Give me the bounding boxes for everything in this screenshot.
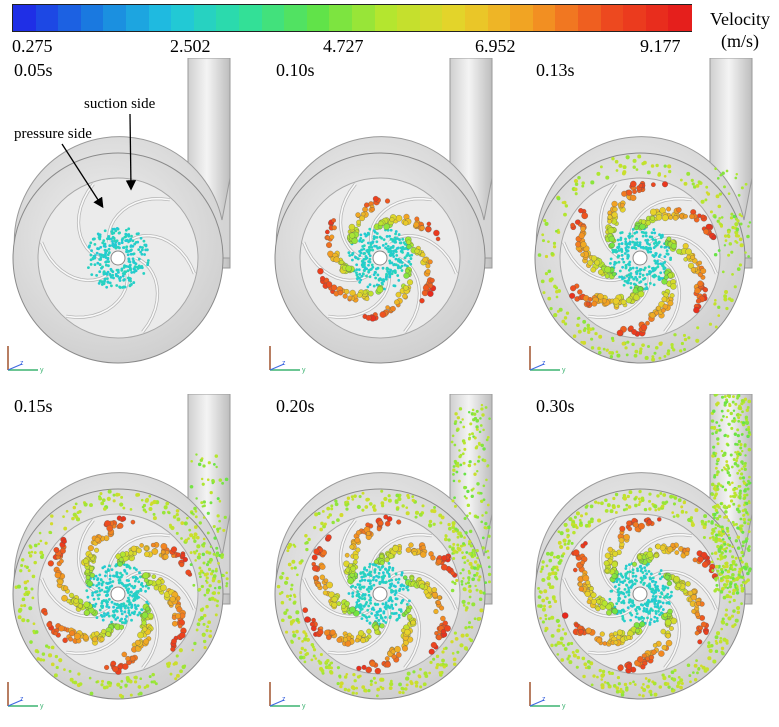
axis-triad-icon: zy [269, 682, 306, 710]
svg-text:y: y [302, 367, 306, 374]
colorbar-segment [374, 5, 399, 31]
colorbar-segment [600, 5, 625, 31]
colorbar-segment [148, 5, 173, 31]
svg-text:y: y [562, 367, 566, 374]
colorbar-segment [623, 5, 648, 31]
colorbar-segment [555, 5, 580, 31]
svg-text:z: z [20, 360, 24, 367]
axis-triad-icon: zy [529, 346, 566, 374]
colorbar-segment [465, 5, 489, 31]
colorbar-tick-max: 9.177 [640, 36, 681, 56]
colorbar-segment [329, 5, 354, 31]
colorbar-segment [419, 5, 444, 31]
svg-text:y: y [40, 703, 44, 710]
time-label: 0.20s [276, 396, 315, 416]
svg-text:z: z [20, 696, 24, 703]
pump-panel: z y 0.10s [262, 58, 517, 378]
pressure-side-label: pressure side [14, 126, 92, 142]
colorbar-segment [80, 5, 105, 31]
pump-geometry: zy [269, 394, 493, 710]
pump-geometry: zy [269, 58, 493, 374]
axis-triad-icon: zy [529, 682, 566, 710]
pump-panel: z y 0.05s [0, 58, 255, 378]
time-label: 0.15s [14, 396, 53, 416]
colorbar-segment [261, 5, 286, 31]
axis-triad-icon: zy [7, 346, 44, 374]
colorbar-tick-3: 4.727 [323, 36, 364, 56]
svg-text:z: z [282, 360, 286, 367]
legend-title-unit: (m/s) [721, 31, 759, 51]
colorbar-tick-2: 2.502 [170, 36, 211, 56]
colorbar-segment [645, 5, 670, 31]
time-label: 0.10s [276, 60, 315, 80]
pressure-arrow [61, 143, 104, 209]
colorbar-segment [35, 5, 60, 31]
colorbar-segment [352, 5, 376, 31]
colorbar-segment [578, 5, 602, 31]
suction-side-label: suction side [84, 96, 156, 112]
axis-triad-icon: zy [269, 346, 306, 374]
pump-panel: z y 0.13s [522, 58, 777, 378]
pump-geometry: zy [529, 394, 753, 710]
time-label: 0.13s [536, 60, 575, 80]
legend-title: Velocity (m/s) [702, 8, 778, 52]
svg-text:y: y [40, 367, 44, 374]
colorbar-segment [216, 5, 241, 31]
legend-title-quantity: Velocity [710, 9, 770, 29]
pump-panel: z y 0.30s [522, 394, 777, 714]
pump-panel: z y 0.15s [0, 394, 255, 714]
colorbar-segment [103, 5, 128, 31]
colorbar-segment [171, 5, 196, 31]
colorbar-segment [397, 5, 422, 31]
time-label: 0.30s [536, 396, 575, 416]
colorbar-segment [239, 5, 263, 31]
colorbar-tick-min: 0.275 [12, 36, 53, 56]
time-label: 0.05s [14, 60, 53, 80]
colorbar-segment [58, 5, 83, 31]
pump-geometry: zy [529, 58, 753, 374]
pump-geometry: zy [7, 58, 231, 374]
pump-panel: z y 0.20s [262, 394, 517, 714]
colorbar-segment [532, 5, 557, 31]
velocity-colorbar [12, 4, 693, 32]
colorbar-segment [126, 5, 150, 31]
colorbar-segment [510, 5, 535, 31]
colorbar-segment [668, 5, 693, 31]
colorbar-segment [284, 5, 309, 31]
colorbar-tick-4: 6.952 [475, 36, 516, 56]
colorbar-segment [13, 5, 37, 31]
svg-text:z: z [542, 360, 546, 367]
colorbar-segment [442, 5, 467, 31]
colorbar-segment [193, 5, 218, 31]
suction-arrow [125, 113, 137, 191]
colorbar-segment [306, 5, 331, 31]
axis-triad-icon: zy [7, 682, 44, 710]
colorbar-segment [487, 5, 512, 31]
pump-geometry: zy [7, 394, 231, 710]
